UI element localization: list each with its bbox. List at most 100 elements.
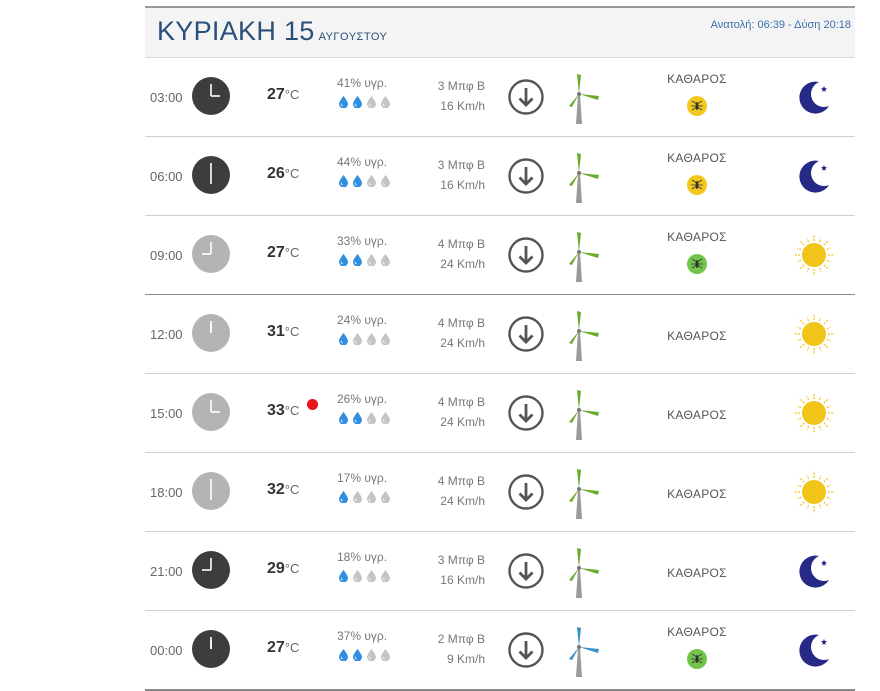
temperature-value: 33 [267,402,285,419]
drop-empty-icon [381,649,390,661]
wind-speed: 16 Km/h [440,178,485,192]
clock-icon [191,629,231,669]
row-sky: ΚΑΘΑΡΟΣ [665,487,729,501]
wind-speed: 24 Km/h [440,336,485,350]
row-humidity: 17% υγρ. [337,471,407,503]
wind-beaufort: 3 Μπφ Β [437,158,485,172]
day-month: ΑΥΓΟΥΣΤΟΥ [318,31,388,43]
humidity-text: 17% υγρ. [337,471,388,485]
temperature-value: 29 [267,560,285,577]
wind-speed: 24 Km/h [440,494,485,508]
windmill-green-icon [563,467,603,519]
wind-beaufort: 3 Μπφ Β [437,79,485,93]
clock-icon [191,550,231,590]
temperature-value: 27 [267,639,285,656]
clock-icon [191,76,231,116]
moon-icon [793,155,835,197]
drop-filled-icon [353,254,362,266]
row-sky: ΚΑΘΑΡΟΣ [665,72,729,116]
wind-speed: 16 Km/h [440,573,485,587]
moon-icon [793,629,835,671]
row-wind: 2 Μπφ Β 9 Km/h [425,629,485,669]
wind-direction-arrow-icon [507,315,545,353]
row-temperature: 32°C [267,481,299,499]
row-sky: ΚΑΘΑΡΟΣ [665,408,729,422]
row-temperature: 27°C [267,86,299,104]
temperature-unit: °C [284,482,300,497]
clock-icon [191,313,231,353]
row-humidity: 18% υγρ. [337,550,407,582]
forecast-row: 21:00 29°C 18% υγρ. 3 Μπφ Β 16 Km/h ΚΑΘΑΡ… [145,532,855,611]
temperature-value: 27 [267,86,285,103]
drop-filled-icon [339,333,348,345]
humidity-drops [337,253,407,266]
row-time: 18:00 [150,485,183,500]
moon-icon [793,550,835,592]
sky-condition: ΚΑΘΑΡΟΣ [667,408,727,422]
row-sky: ΚΑΘΑΡΟΣ [665,625,729,669]
row-time: 03:00 [150,90,183,105]
humidity-drops [337,332,407,345]
moon-icon [793,76,835,118]
day-header: ΚΥΡΙΑΚΗ 15 ΑΥΓΟΥΣΤΟΥ Ανατολή: 06:39 - Δύσ… [145,6,855,58]
sunrise-sunset: Ανατολή: 06:39 - Δύση 20:18 [710,19,851,31]
sun-icon [793,392,835,434]
row-temperature: 26°C [267,165,299,183]
wind-speed: 16 Km/h [440,99,485,113]
windmill-green-icon [563,230,603,282]
drop-empty-icon [367,412,376,424]
clock-icon [191,471,231,511]
heat-alert-dot [307,399,318,410]
drop-empty-icon [381,96,390,108]
wind-direction-arrow-icon [507,552,545,590]
temperature-value: 31 [267,323,285,340]
windmill-green-icon [563,309,603,361]
drop-filled-icon [353,96,362,108]
row-humidity: 37% υγρ. [337,629,407,661]
forecast-row: 00:00 27°C 37% υγρ. 2 Μπφ Β 9 Km/h ΚΑΘΑΡΟ… [145,611,855,691]
humidity-drops [337,648,407,661]
drop-empty-icon [381,175,390,187]
drop-filled-icon [339,491,348,503]
row-temperature: 31°C [267,323,299,341]
sky-condition: ΚΑΘΑΡΟΣ [667,230,727,244]
clock-icon [191,234,231,274]
temperature-unit: °C [284,245,300,260]
drop-empty-icon [381,570,390,582]
windmill-blue-icon [563,625,603,677]
drop-empty-icon [367,649,376,661]
row-wind: 4 Μπφ Β 24 Km/h [425,392,485,432]
temperature-unit: °C [284,561,300,576]
day-title-text: ΚΥΡΙΑΚΗ 15 [157,16,315,46]
humidity-text: 26% υγρ. [337,392,388,406]
windmill-green-icon [563,151,603,203]
row-time: 12:00 [150,327,183,342]
drop-empty-icon [353,491,362,503]
row-wind: 4 Μπφ Β 24 Km/h [425,234,485,274]
row-time: 06:00 [150,169,183,184]
row-time: 21:00 [150,564,183,579]
humidity-text: 44% υγρ. [337,155,388,169]
sun-icon [793,234,835,276]
forecast-row: 18:00 32°C 17% υγρ. 4 Μπφ Β 24 Km/h ΚΑΘΑΡ… [145,453,855,532]
temperature-value: 26 [267,165,285,182]
drop-filled-icon [339,649,348,661]
row-wind: 4 Μπφ Β 24 Km/h [425,471,485,511]
row-wind: 4 Μπφ Β 24 Km/h [425,313,485,353]
temperature-unit: °C [284,324,300,339]
humidity-text: 41% υγρ. [337,76,388,90]
forecast-row: 06:00 26°C 44% υγρ. 3 Μπφ Β 16 Km/h ΚΑΘΑΡ… [145,137,855,216]
drop-filled-icon [353,175,362,187]
forecast-row: 09:00 27°C 33% υγρ. 4 Μπφ Β 24 Km/h ΚΑΘΑΡ… [145,216,855,295]
sky-condition: ΚΑΘΑΡΟΣ [667,487,727,501]
wind-direction-arrow-icon [507,236,545,274]
drop-empty-icon [367,96,376,108]
wind-speed: 24 Km/h [440,415,485,429]
row-sky: ΚΑΘΑΡΟΣ [665,329,729,343]
drop-empty-icon [353,333,362,345]
wind-speed: 24 Km/h [440,257,485,271]
forecast-row: 15:00 33°C 26% υγρ. 4 Μπφ Β 24 Km/h ΚΑΘΑΡ… [145,374,855,453]
row-humidity: 24% υγρ. [337,313,407,345]
drop-empty-icon [381,254,390,266]
wind-direction-arrow-icon [507,157,545,195]
